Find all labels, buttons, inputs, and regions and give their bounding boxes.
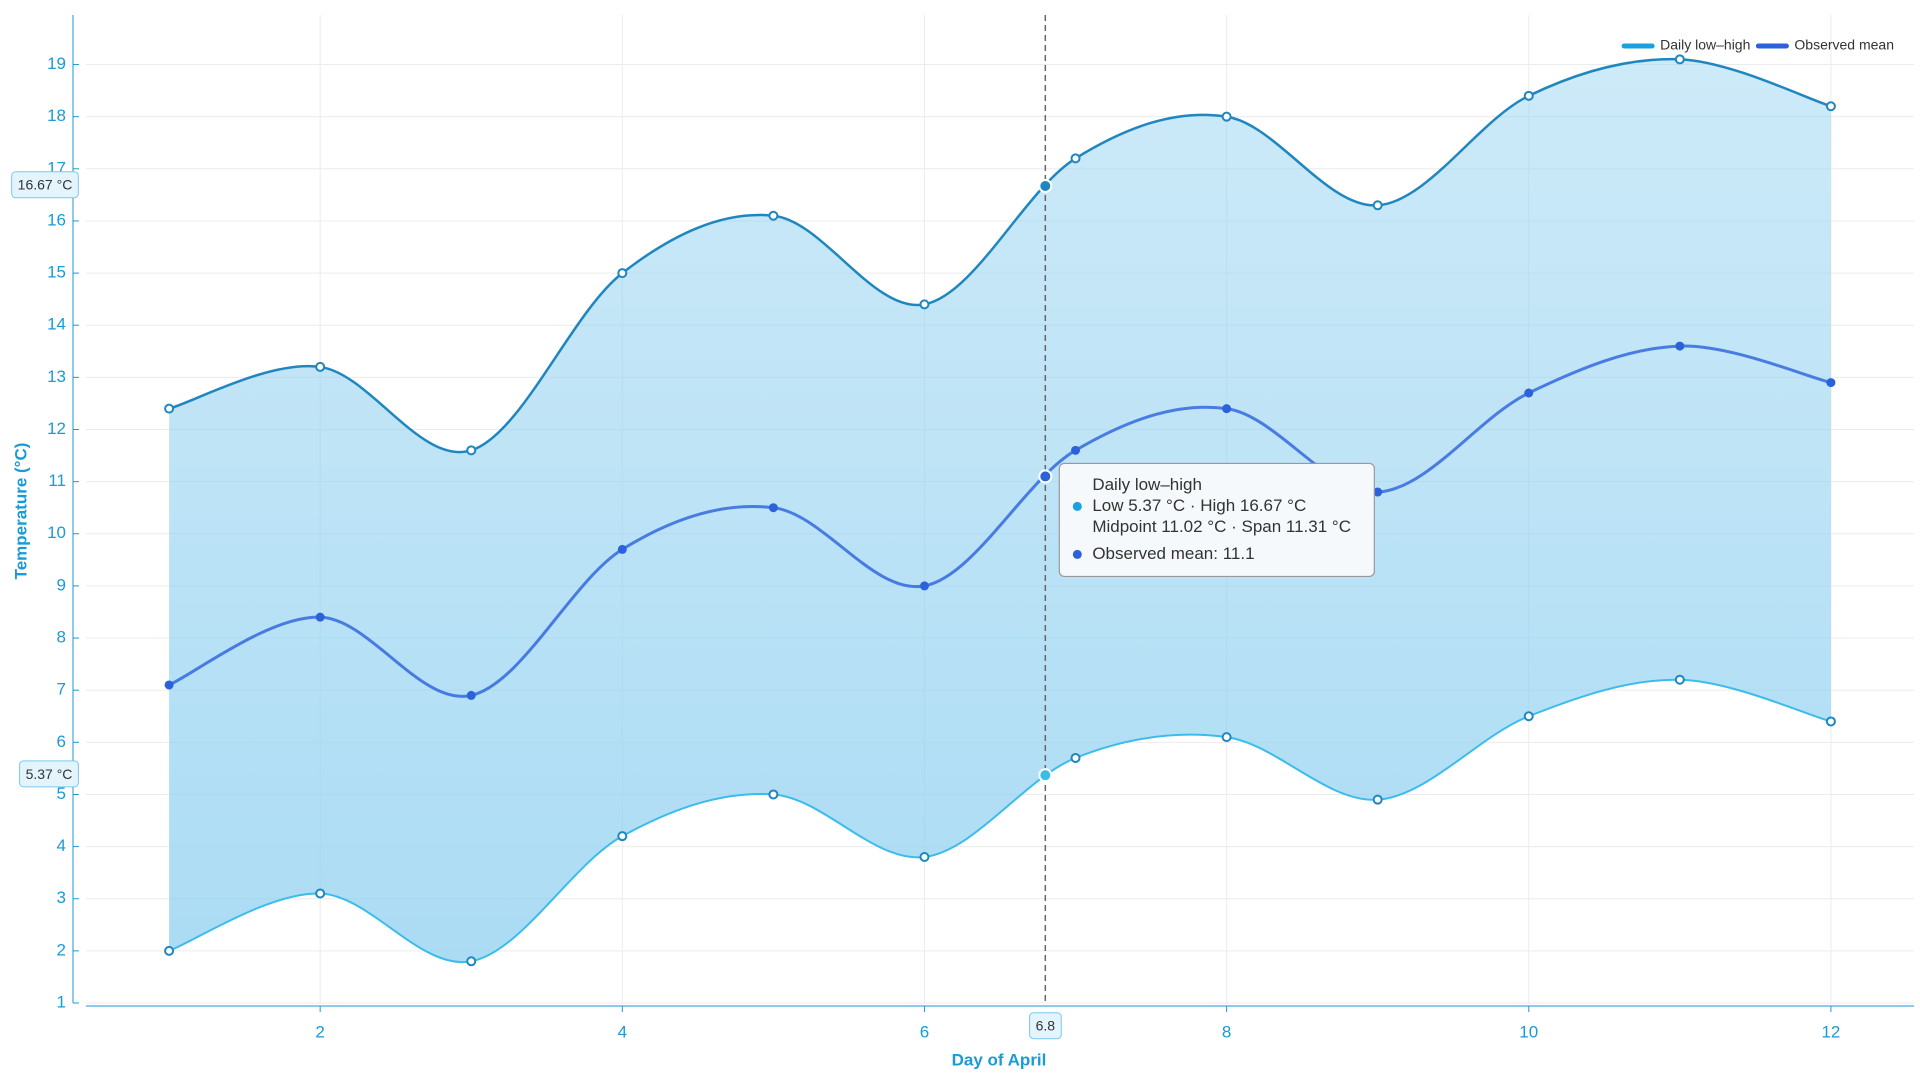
y-tick-label: 7 — [57, 680, 66, 699]
low-point — [1825, 716, 1836, 727]
mean-point — [1222, 404, 1232, 414]
legend-label: Daily low–high — [1660, 37, 1750, 53]
crosshair-mean — [1038, 469, 1053, 484]
mean-point — [617, 544, 627, 554]
high-point — [1221, 111, 1232, 122]
y-tick-label: 10 — [47, 523, 66, 542]
y-badge-low: 5.37 °C — [26, 766, 73, 782]
high-point — [768, 210, 779, 221]
tooltip-dot — [1072, 501, 1082, 511]
x-tick-label: 10 — [1519, 1022, 1538, 1041]
y-tick-label: 11 — [48, 471, 66, 490]
mean-point — [1675, 341, 1685, 351]
x-tick-label: 4 — [618, 1022, 627, 1041]
high-point — [617, 268, 628, 279]
y-badge-low-box — [19, 760, 79, 788]
mean-point — [164, 680, 174, 690]
tooltip-line: Low 5.37 °C · High 16.67 °C — [1092, 496, 1306, 515]
y-tick-label: 12 — [47, 419, 66, 438]
crosshair-high — [1038, 179, 1053, 194]
mean-point — [1826, 378, 1836, 388]
x-badge: 6.8 — [1036, 1018, 1056, 1034]
x-axis-title: Day of April — [952, 1050, 1047, 1069]
low-point — [1674, 674, 1685, 685]
y-badge-high: 16.67 °C — [18, 177, 73, 193]
y-tick-label: 13 — [47, 367, 66, 386]
high-point — [164, 403, 175, 414]
tooltip-box — [1058, 462, 1375, 578]
low-point — [164, 945, 175, 956]
mean-point — [919, 581, 929, 591]
mean-point — [315, 612, 325, 622]
y-tick-label: 8 — [57, 628, 66, 647]
high-point — [1825, 101, 1836, 112]
high-point — [919, 299, 930, 310]
y-tick-label: 5 — [57, 784, 66, 803]
y-tick-label: 14 — [47, 315, 66, 334]
mean-point — [1373, 487, 1383, 497]
y-badge-high-box — [11, 171, 79, 199]
high-point — [315, 361, 326, 372]
tooltip-line: Daily low–high — [1092, 475, 1202, 494]
tooltip-dot — [1072, 549, 1082, 559]
high-point — [1070, 153, 1081, 164]
y-tick-label: 19 — [47, 54, 66, 73]
low-point — [768, 789, 779, 800]
low-point — [1221, 732, 1232, 743]
y-tick-label: 18 — [47, 106, 66, 125]
low-point — [315, 888, 326, 899]
x-tick-label: 6 — [920, 1022, 929, 1041]
y-axis-title: Temperature (°C) — [11, 443, 30, 580]
x-tick-label: 8 — [1222, 1022, 1231, 1041]
y-tick-label: 4 — [57, 836, 66, 855]
low-point — [1070, 752, 1081, 763]
low-point — [1523, 711, 1534, 722]
legend-label: Observed mean — [1794, 37, 1894, 53]
low-point — [466, 956, 477, 967]
high-point — [1523, 90, 1534, 101]
y-tick-label: 9 — [57, 575, 66, 594]
y-tick-label: 1 — [57, 992, 66, 1011]
high-point — [1674, 54, 1685, 65]
y-tick-label: 2 — [57, 940, 66, 959]
low-point — [617, 831, 628, 842]
x-tick-label: 2 — [315, 1022, 324, 1041]
high-point — [466, 445, 477, 456]
x-tick-label: 12 — [1821, 1022, 1840, 1041]
range-area — [169, 59, 1831, 963]
y-tick-label: 16 — [47, 210, 66, 229]
y-tick-label: 3 — [57, 888, 66, 907]
mean-point — [466, 690, 476, 700]
mean-point — [1071, 445, 1081, 455]
mean-point — [768, 503, 778, 513]
tooltip-line: Observed mean: 11.1 — [1092, 544, 1254, 563]
y-tick-label: 6 — [57, 732, 66, 751]
mean-point — [1524, 388, 1534, 398]
high-point — [1372, 200, 1383, 211]
low-point — [919, 852, 930, 863]
crosshair-low — [1038, 768, 1053, 783]
low-point — [1372, 794, 1383, 805]
y-tick-label: 15 — [47, 263, 66, 282]
tooltip-line: Midpoint 11.02 °C · Span 11.31 °C — [1092, 517, 1351, 536]
x-badge-box — [1029, 1012, 1062, 1040]
